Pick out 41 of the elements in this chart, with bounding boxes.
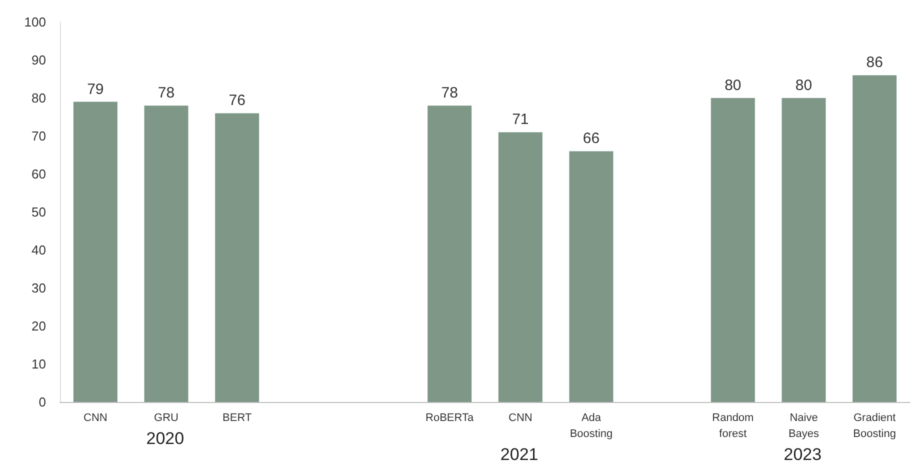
bar (73, 102, 118, 402)
text: 2021 (500, 445, 538, 464)
x-tick-label: Ada Boosting (570, 412, 613, 440)
x-tick-label: Naive Bayes (788, 412, 820, 440)
y-tick-label: 90 (32, 52, 46, 68)
y-tick-label: 30 (32, 280, 46, 296)
bar (215, 113, 260, 402)
x-tick-label: RoBERTa (426, 412, 475, 424)
data-label: 79 (87, 80, 104, 98)
bar (710, 98, 755, 402)
data-label: 86 (866, 54, 883, 72)
bar (498, 132, 542, 402)
x-tick-label: Random forest (712, 412, 754, 440)
bar (852, 75, 897, 402)
y-tick-label: 100 (24, 14, 46, 30)
data-label: 80 (795, 77, 812, 94)
text: 2020 (146, 429, 184, 448)
y-tick-label: 70 (32, 128, 46, 144)
data-label: 76 (228, 92, 246, 110)
bar (782, 98, 826, 402)
text: 2023 (784, 445, 822, 464)
x-tick-label: CNN (83, 412, 108, 424)
data-label: 78 (441, 84, 458, 102)
y-tick-label: 50 (32, 204, 46, 220)
y-tick-label: 40 (32, 242, 46, 258)
data-label: 66 (582, 130, 600, 148)
bar (144, 106, 188, 402)
data-label: 80 (724, 77, 742, 94)
bar (569, 151, 614, 402)
y-tick-label: 20 (32, 318, 46, 334)
y-tick-label: 0 (38, 394, 46, 410)
x-tick-label: BERT (222, 412, 252, 424)
data-label: 78 (158, 84, 175, 102)
x-tick-label: GRU (154, 412, 179, 424)
data-label: 71 (512, 111, 529, 128)
bar (428, 106, 472, 402)
y-tick-label: 60 (32, 166, 46, 182)
x-tick-label: Gradient Boosting (853, 412, 896, 440)
y-tick-label: 80 (32, 90, 46, 106)
x-tick-label: CNN (508, 412, 532, 424)
y-tick-label: 10 (32, 356, 46, 372)
